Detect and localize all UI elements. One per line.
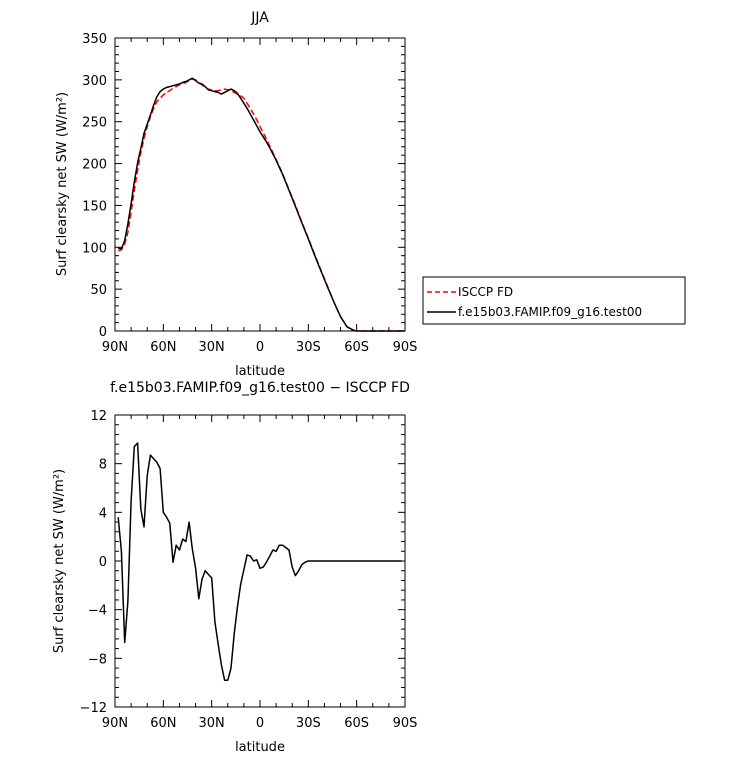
bottom-x-tick-label: 0 — [256, 716, 264, 731]
top-panel: JJA 90N 60N 30N 0 30S 60S 90S 0 50 100 150 200 250 30… — [55, 10, 417, 379]
top-chart-title: JJA — [250, 10, 269, 26]
bottom-y-tick-label: 4 — [99, 506, 107, 521]
bottom-x-tick-label: 30S — [296, 716, 321, 731]
bottom-y-tick-label: −8 — [88, 652, 107, 667]
bottom-panel: f.e15b03.FAMIP.f09_g16.test00 − ISCCP FD… — [52, 380, 417, 755]
top-x-tick-label: 60S — [344, 340, 369, 355]
bottom-x-tick-label: 30N — [199, 716, 225, 731]
top-plot-frame — [114, 37, 406, 332]
bottom-plot-area: 90N 60N 30N 0 30S 60S 90S −12 −8 −4 0 4 8 12 — [80, 409, 418, 731]
bottom-y-tick-label: 12 — [90, 409, 107, 424]
top-x-tick-label: 60N — [150, 340, 176, 355]
bottom-y-tick-label: 0 — [99, 555, 107, 570]
bottom-x-axis-title: latitude — [235, 740, 285, 755]
top-x-tick-label: 0 — [256, 340, 264, 355]
legend: ISCCP FD f.e15b03.FAMIP.f09_g16.test00 — [422, 276, 686, 325]
legend-label-model: f.e15b03.FAMIP.f09_g16.test00 — [458, 305, 642, 319]
top-y-tick-label: 200 — [82, 158, 107, 173]
bottom-y-tick-label: 8 — [99, 458, 107, 473]
top-y-tick-label: 0 — [99, 325, 107, 340]
top-plot-area: 90N 60N 30N 0 30S 60S 90S 0 50 100 150 200 250 300 350 — [82, 32, 417, 355]
bottom-x-tick-label: 90N — [102, 716, 128, 731]
top-y-tick-label: 50 — [90, 283, 107, 298]
bottom-series-line-0 — [117, 442, 402, 681]
top-series-line-1 — [117, 77, 405, 332]
bottom-y-axis-title: Surf clearsky net SW (W/m²) — [52, 469, 67, 653]
bottom-x-tick-label: 90S — [393, 716, 418, 731]
bottom-y-tick-label: −4 — [88, 604, 107, 619]
top-y-tick-label: 250 — [82, 116, 107, 131]
bottom-x-tick-label: 60S — [344, 716, 369, 731]
top-x-tick-label: 30N — [199, 340, 225, 355]
legend-label-isccp: ISCCP FD — [458, 285, 513, 299]
top-y-tick-label: 150 — [82, 199, 107, 214]
bottom-x-tick-label: 60N — [150, 716, 176, 731]
top-y-tick-label: 300 — [82, 74, 107, 89]
bottom-y-tick-label: −12 — [80, 701, 107, 716]
top-y-axis-title: Surf clearsky net SW (W/m²) — [55, 92, 70, 276]
bottom-chart-title: f.e15b03.FAMIP.f09_g16.test00 − ISCCP FD — [110, 380, 410, 396]
top-x-axis-title: latitude — [235, 364, 285, 379]
top-y-tick-label: 100 — [82, 241, 107, 256]
legend-box — [422, 276, 686, 325]
top-x-tick-label: 90S — [393, 340, 418, 355]
bottom-plot-frame — [114, 414, 406, 708]
top-x-tick-label: 90N — [102, 340, 128, 355]
top-x-tick-label: 30S — [296, 340, 321, 355]
top-series-line-0 — [118, 78, 405, 332]
top-y-tick-label: 350 — [82, 32, 107, 47]
